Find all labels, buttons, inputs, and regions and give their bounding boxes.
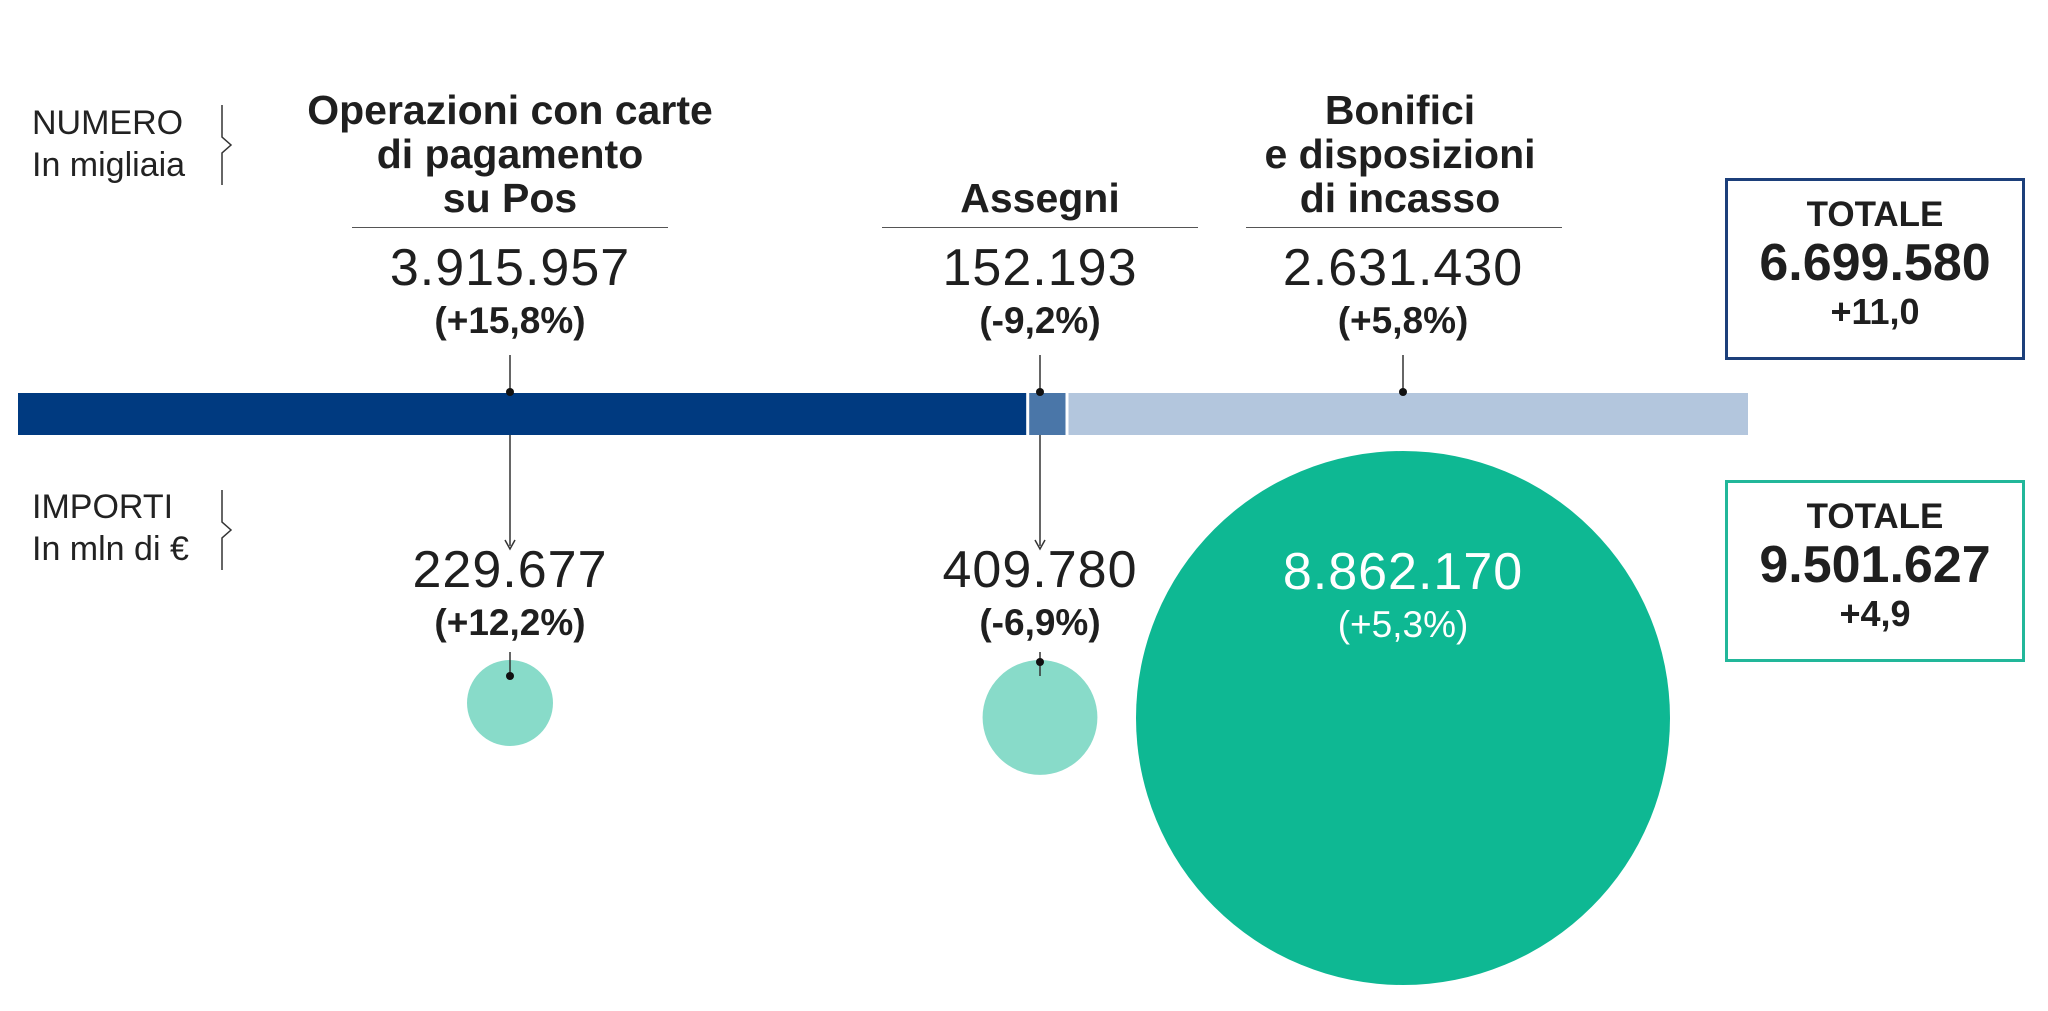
totale-numero-box: TOTALE 6.699.580 +11,0 [1725, 178, 2025, 360]
leader-dot-importi-assegni [1036, 658, 1044, 666]
importi-circle-assegni [982, 660, 1098, 775]
totale-numero-label: TOTALE [1806, 195, 1944, 234]
category-title-carte: Operazioni con carte di pagamento su Pos [307, 87, 713, 221]
numero-value-bonifici: 2.631.430 [1282, 239, 1524, 297]
category-rule-assegni [882, 227, 1198, 228]
arrow-head-assegni [1034, 539, 1046, 551]
importi-circle-carte [467, 660, 553, 746]
importo-var-bonifici: (+5,3%) [1337, 604, 1469, 645]
totale-numero-var: +11,0 [1830, 291, 1920, 332]
importi-brace [221, 490, 233, 570]
totale-importi-var: +4,9 [1839, 593, 1911, 634]
numero-var-bonifici: (+5,8%) [1337, 300, 1469, 341]
totale-importi-value: 9.501.627 [1759, 536, 1991, 594]
totale-importi-label: TOTALE [1806, 497, 1944, 536]
totale-numero-value: 6.699.580 [1759, 234, 1991, 292]
arrow-head-carte [504, 539, 516, 551]
numero-value-carte: 3.915.957 [389, 239, 631, 297]
numero-value-assegni: 152.193 [942, 239, 1138, 297]
importo-value-assegni: 409.780 [942, 541, 1138, 599]
importo-value-carte: 229.677 [412, 541, 608, 599]
numero-unit: In migliaia [32, 146, 186, 184]
leader-dot-numero-assegni [1036, 388, 1044, 396]
category-rule-bonifici [1246, 227, 1562, 228]
totale-importi-box: TOTALE 9.501.627 +4,9 [1725, 480, 2025, 662]
numero-brace [221, 105, 233, 185]
leader-dot-numero-bonifici [1399, 388, 1407, 396]
numero-label: NUMERO [32, 104, 184, 142]
leader-dot-numero-carte [506, 388, 514, 396]
category-rule-carte [352, 227, 668, 228]
numero-var-assegni: (-9,2%) [979, 300, 1101, 341]
importo-var-carte: (+12,2%) [434, 602, 586, 643]
bar-segment-assegni [1029, 393, 1066, 435]
importi-unit: In mln di € [32, 530, 189, 568]
importo-var-assegni: (-6,9%) [979, 602, 1101, 643]
importi-circle-bonifici [1136, 451, 1670, 985]
importi-label: IMPORTI [32, 488, 174, 526]
importo-value-bonifici: 8.862.170 [1282, 543, 1524, 601]
bar-segment-carte [18, 393, 1027, 435]
numero-var-carte: (+15,8%) [434, 300, 586, 341]
bar-segment-bonifici [1068, 393, 1748, 435]
leader-dot-importi-carte [506, 672, 514, 680]
category-title-assegni: Assegni [960, 175, 1120, 221]
category-title-bonifici: Bonifici e disposizioni di incasso [1264, 87, 1536, 221]
